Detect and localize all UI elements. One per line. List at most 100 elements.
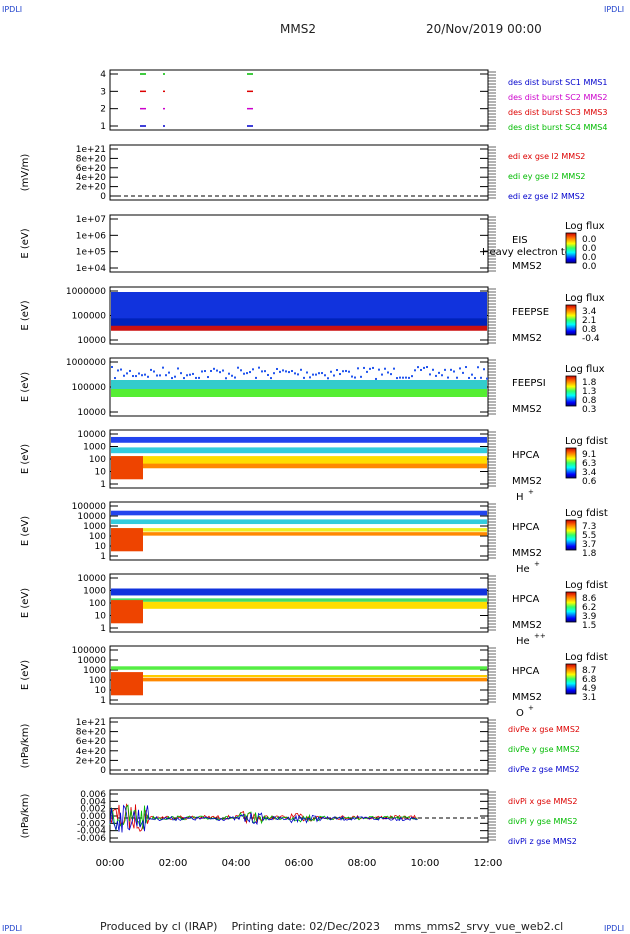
colorbar-tick-label: 0.0	[582, 253, 597, 263]
y-tick-label: 6e+20	[76, 164, 107, 174]
spectrogram-speck	[321, 372, 323, 375]
panel-frame	[109, 214, 489, 273]
legend-entry: divPi x gse MMS2	[508, 797, 577, 806]
spectrogram-speck	[300, 368, 302, 371]
spectrogram-band	[111, 598, 487, 602]
spectrogram-speck	[225, 377, 227, 380]
y-tick-label: 100	[89, 599, 106, 609]
x-tick-label: 04:00	[222, 858, 251, 869]
colorbar-title: Log fdist	[565, 436, 608, 447]
y-axis-label: E (eV)	[20, 588, 31, 618]
colorbar-tick-label: 3.9	[582, 612, 597, 622]
spectrogram-speck	[363, 366, 365, 369]
y-tick-label: 100000	[72, 312, 107, 322]
spectrogram-speck	[168, 371, 170, 374]
spectrogram-speck	[429, 373, 431, 376]
y-tick-label: 1	[100, 696, 106, 706]
spectrogram-speck	[360, 375, 362, 378]
species-charge: +	[528, 488, 534, 496]
spectrogram-speck	[156, 374, 158, 377]
spectrogram-speck	[261, 370, 263, 373]
spectrogram-band	[111, 318, 487, 327]
spectrogram-band	[111, 436, 487, 443]
spectrogram-speck	[246, 372, 248, 375]
spectrogram-band	[111, 380, 487, 389]
colorbar-tick-label: 1.5	[582, 621, 596, 631]
spectrogram-speck	[123, 374, 125, 377]
footer-printing-date: Printing date: 02/Dec/2023	[231, 920, 380, 933]
spectrogram-speck	[399, 376, 401, 379]
footer-produced-by: Produced by cl (IRAP)	[100, 920, 218, 933]
corner-label-top-left: IPDLI	[2, 5, 23, 14]
colorbar	[565, 591, 577, 623]
species-label: H	[516, 492, 524, 503]
y-tick-label: 1e+21	[76, 718, 106, 728]
colorbar-tick-label: 4.9	[582, 684, 597, 694]
colorbar-tick-label: 2.1	[582, 316, 596, 326]
spectrogram-band	[111, 601, 487, 609]
spectrogram-speck	[432, 368, 434, 371]
y-tick-label: 1000000	[66, 358, 106, 368]
spectrogram-speck	[285, 370, 287, 373]
panel-p3: 1e+07 1e+06 1e+05 1e+04 E (eV) EIS MMS2 Heavy e…	[20, 214, 605, 274]
spectrogram-speck	[294, 372, 296, 375]
legend-entry: edi ex gse l2 MMS2	[508, 152, 585, 161]
colorbar-tick-label: 3.4	[582, 468, 597, 478]
colorbar	[565, 304, 577, 336]
y-tick-label: -0.004	[77, 827, 106, 837]
spacecraft-label: MMS2	[512, 620, 542, 631]
spectrogram-speck	[177, 367, 179, 370]
spectrogram-band	[111, 519, 487, 525]
spectrogram-speck	[480, 376, 482, 379]
instrument-label: HPCA	[512, 666, 540, 677]
y-tick-label: 0.004	[80, 797, 106, 807]
species-charge: ++	[534, 632, 546, 640]
spectrogram-speck	[342, 370, 344, 373]
spectrogram-band	[111, 456, 487, 465]
spectrogram-band	[111, 325, 487, 331]
spectrogram-burst	[111, 528, 143, 552]
panel-p1: 4 3 2 1 des dist burst SC1 MMS1 des dist burs…	[100, 69, 607, 132]
spectrogram-speck	[264, 370, 266, 373]
spectrogram-speck	[375, 377, 377, 380]
spectrogram-speck	[282, 369, 284, 372]
colorbar-tick-label: 3.7	[582, 540, 596, 550]
colorbar-tick-label: 8.7	[582, 666, 596, 676]
spectrogram-speck	[423, 366, 425, 369]
colorbar	[565, 519, 577, 551]
spectrogram-speck	[312, 373, 314, 376]
spectrogram-speck	[462, 371, 464, 374]
y-tick-label: 10000	[77, 656, 106, 666]
colorbar-tick-label: 8.6	[582, 594, 597, 604]
y-tick-label: 8e+20	[76, 154, 107, 164]
legend-entry: edi ez gse l2 MMS2	[508, 192, 585, 201]
spectrogram-speck	[138, 372, 140, 375]
y-tick-label: 0.006	[80, 790, 106, 800]
spectrogram-speck	[345, 369, 347, 372]
y-tick-label: 4e+20	[76, 747, 107, 757]
spectrogram-speck	[213, 367, 215, 370]
spectrogram-speck	[384, 367, 386, 370]
y-tick-label: 10000	[77, 336, 106, 346]
instrument-label: FEEPSE	[512, 307, 549, 318]
spectrogram-speck	[303, 376, 305, 379]
header-title: MMS2	[280, 22, 316, 36]
colorbar-tick-label: 0.8	[582, 396, 597, 406]
spectrogram-speck	[126, 372, 128, 375]
spectrogram-speck	[417, 366, 419, 369]
colorbar-tick-label: 6.8	[582, 675, 597, 685]
y-axis-label: (nPa/km)	[20, 724, 31, 769]
y-tick-label: 1000	[83, 587, 106, 597]
spectrogram-speck	[474, 377, 476, 380]
colorbar-tick-label: 0.0	[582, 262, 597, 272]
spacecraft-label: MMS2	[512, 692, 542, 703]
spectrogram-speck	[135, 375, 137, 378]
colorbar-tick-label: 0.0	[582, 235, 597, 245]
spectrogram-speck	[147, 375, 149, 378]
y-axis-label: E (eV)	[20, 516, 31, 546]
spectrogram-speck	[153, 370, 155, 373]
spectrogram-speck	[273, 372, 275, 375]
spectrogram-speck	[207, 376, 209, 379]
y-tick-label: 1e+06	[76, 231, 107, 241]
